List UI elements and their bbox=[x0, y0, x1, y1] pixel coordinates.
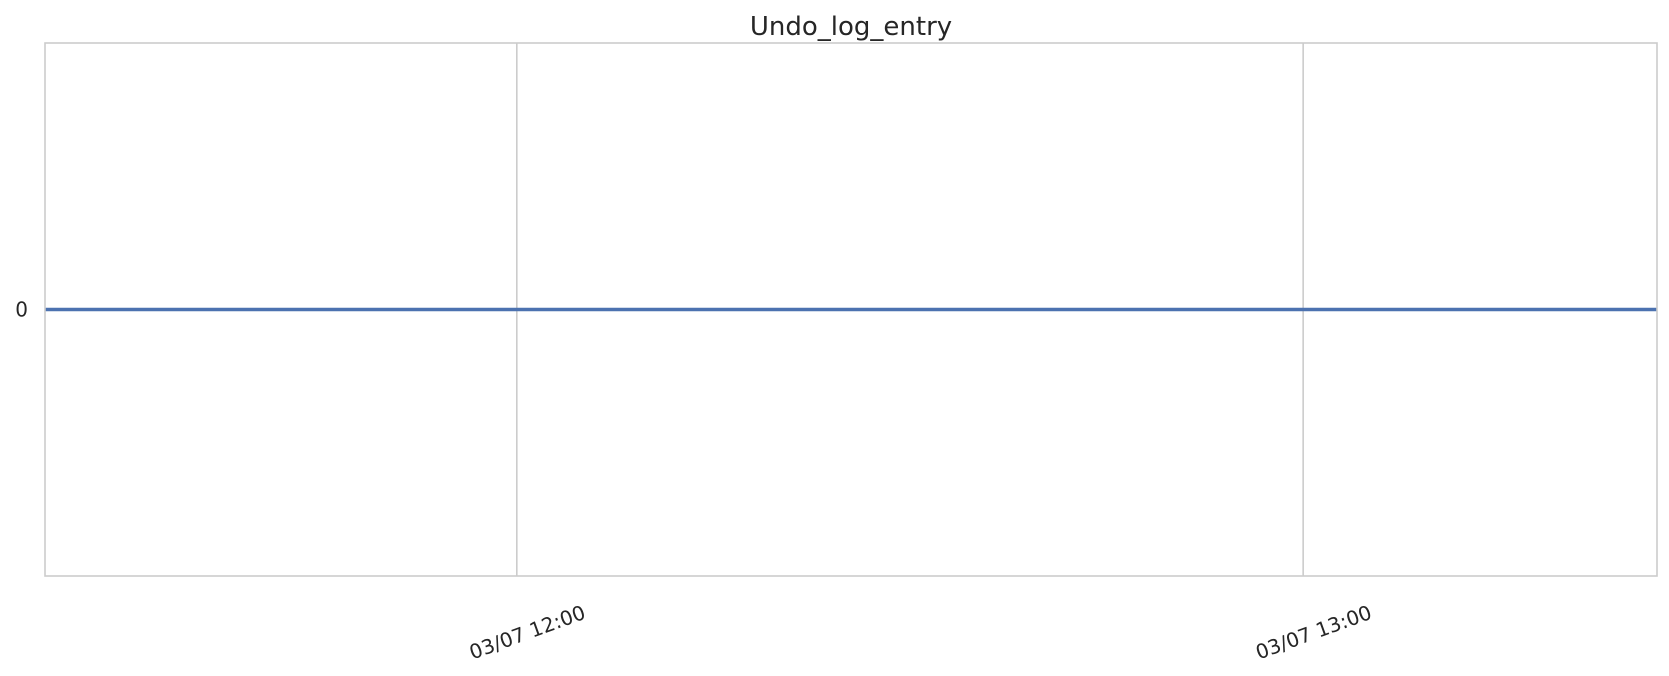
y-tick-labels: 0 bbox=[15, 298, 28, 322]
x-tick-label: 03/07 13:00 bbox=[1252, 600, 1375, 664]
y-tick-label: 0 bbox=[15, 298, 28, 322]
x-tick-labels: 03/07 12:00 03/07 13:00 bbox=[466, 600, 1375, 664]
chart-title: Undo_log_entry bbox=[750, 12, 952, 42]
x-tick-label: 03/07 12:00 bbox=[466, 600, 589, 664]
plot-frame bbox=[44, 42, 1658, 577]
